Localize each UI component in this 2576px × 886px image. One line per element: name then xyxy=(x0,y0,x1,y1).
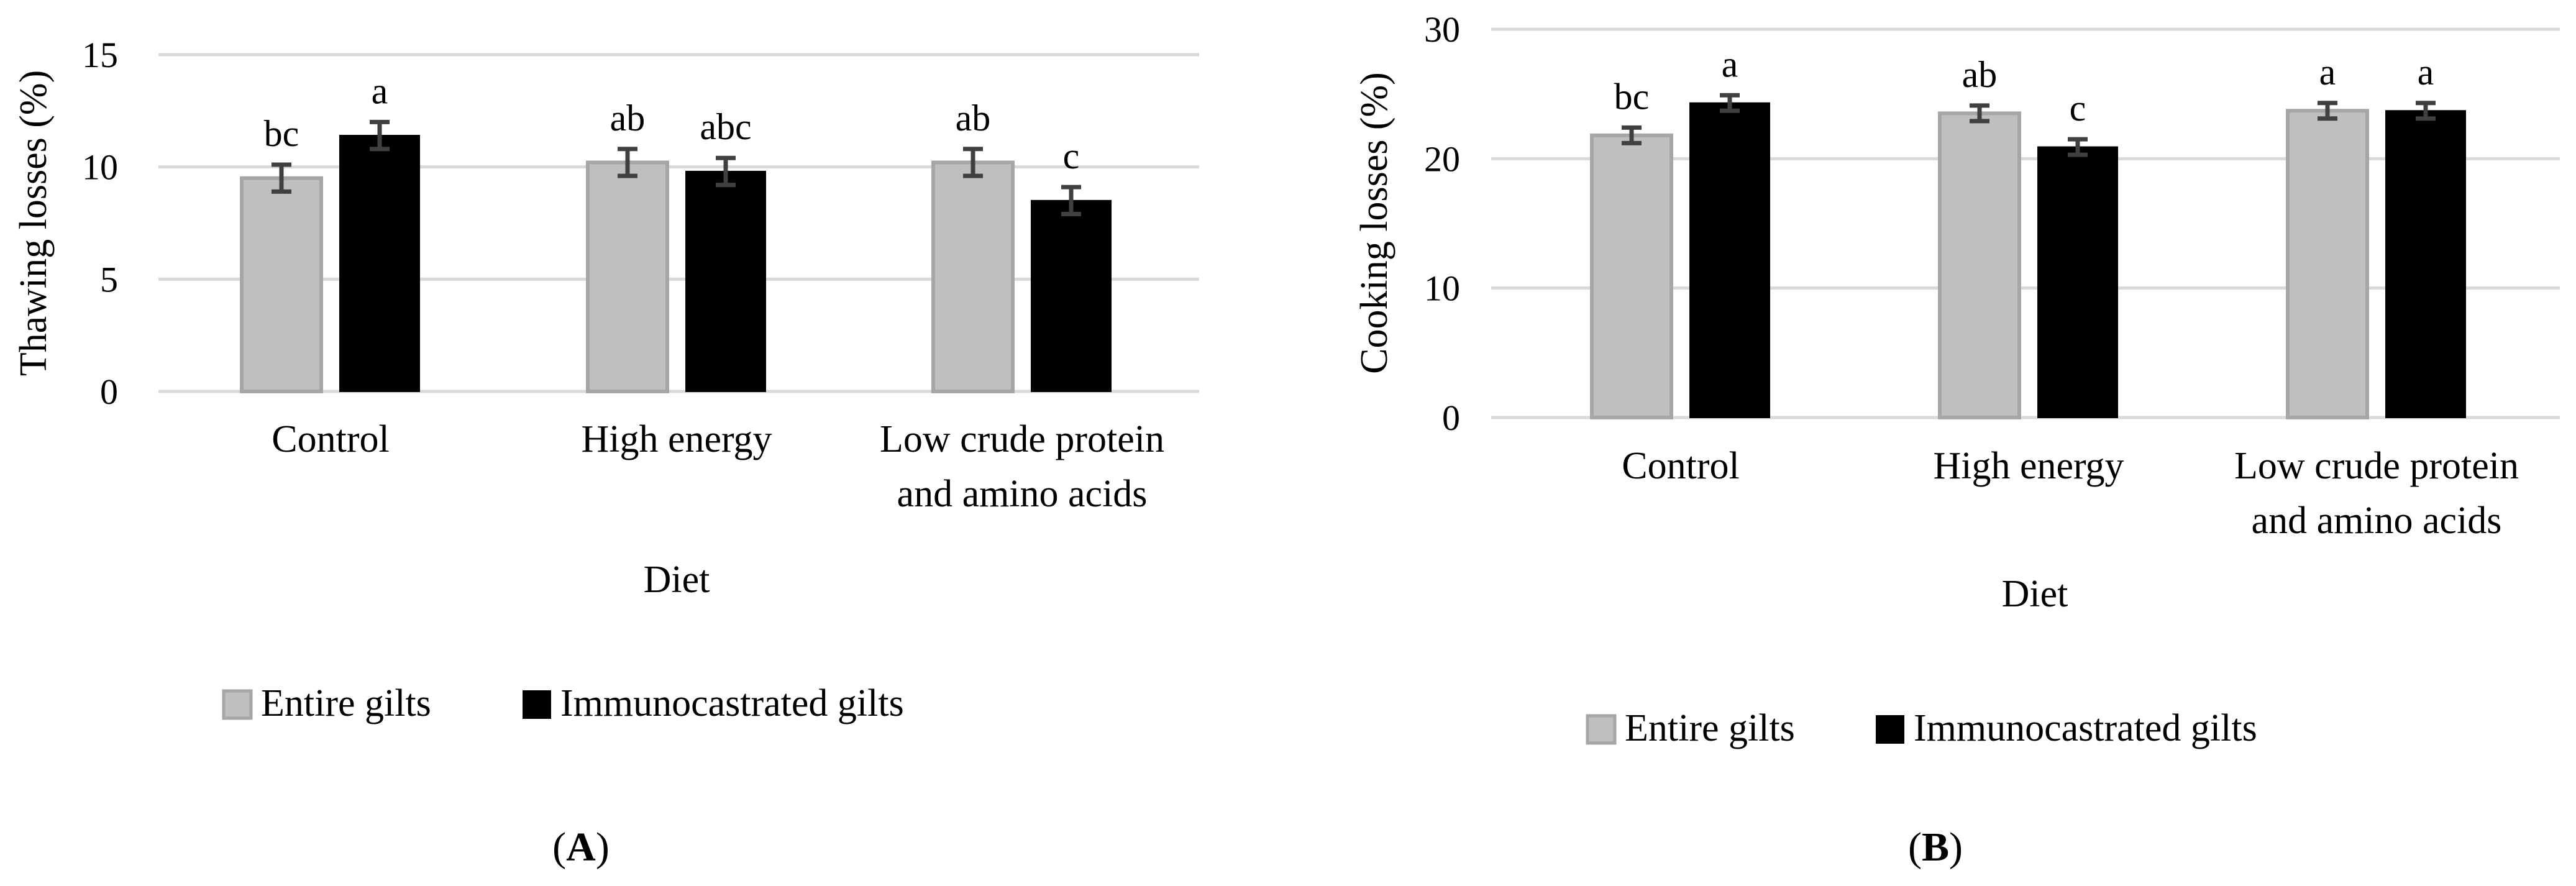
sig-letter-b-s0-c2: a xyxy=(2319,52,2336,93)
bar-a-s0-c1 xyxy=(586,160,669,393)
y-tick-label-a-1: 5 xyxy=(100,259,118,299)
bar-b-s0-c0 xyxy=(1590,133,1673,419)
sig-letter-a-s0-c2: ab xyxy=(956,98,991,139)
sig-letter-b-s1-c1: c xyxy=(2070,88,2086,129)
category-label-b-1-0: High energy xyxy=(1933,445,2124,487)
category-label-a-0-0: Control xyxy=(272,418,389,460)
bar-b-s1-c2 xyxy=(2385,110,2466,418)
y-tick-label-b-0: 0 xyxy=(1442,398,1460,438)
y-axis-title-b: Cooking losses (%) xyxy=(1353,72,1395,374)
panel-letter-b: B xyxy=(1922,824,1949,870)
panel-letter-a: A xyxy=(566,824,596,870)
category-label-a-1-0: High energy xyxy=(581,418,772,460)
sig-letter-a-s0-c0: bc xyxy=(264,113,299,154)
error-bar-b-s0-c2 xyxy=(2318,101,2337,121)
bar-b-s1-c0 xyxy=(1689,102,1770,418)
legend-swatch-a-0 xyxy=(222,689,253,720)
y-tick-label-a-3: 15 xyxy=(82,35,118,75)
category-label-b-0-0: Control xyxy=(1622,445,1739,487)
error-bar-a-s0-c2 xyxy=(963,147,983,178)
error-bar-b-s1-c0 xyxy=(1720,93,1740,113)
chart-panel-b: 0 10 20 30 Cooking losses (%) bc ab a a c a Control… xyxy=(1353,9,2560,870)
legend-swatch-b-0 xyxy=(1586,714,1617,745)
y-tick-label-b-2: 20 xyxy=(1424,139,1460,179)
y-axis-title-a: Thawing losses (%) xyxy=(12,70,55,376)
sig-letter-a-s1-c1: abc xyxy=(700,106,751,147)
x-axis-title-b: Diet xyxy=(2002,573,2068,615)
x-axis-title-a: Diet xyxy=(644,559,710,601)
legend-swatch-b-1 xyxy=(1876,715,1904,744)
bar-a-s1-c1 xyxy=(685,170,766,392)
bar-b-s1-c1 xyxy=(2037,146,2118,418)
bar-a-s1-c0 xyxy=(339,135,420,393)
category-label-b-2-0: Low crude protein xyxy=(2234,445,2519,487)
sig-letter-a-s1-c2: c xyxy=(1063,135,1080,176)
category-label-a-2-1: and amino acids xyxy=(897,473,1148,515)
error-bar-b-s1-c2 xyxy=(2416,101,2436,121)
category-label-b-2-1: and amino acids xyxy=(2252,500,2502,542)
error-bar-b-s0-c1 xyxy=(1970,103,1989,124)
sig-letter-a-s0-c1: ab xyxy=(610,98,646,139)
y-tick-label-b-3: 30 xyxy=(1424,9,1460,50)
chart-panel-a: 0 5 10 15 Thawing losses (%) bc ab ab a abc c Contr… xyxy=(12,35,1199,870)
legend-label-b-1: Immunocastrated gilts xyxy=(1914,707,2257,749)
bar-b-s0-c2 xyxy=(2286,109,2369,419)
bar-a-s0-c2 xyxy=(931,160,1015,393)
error-bar-a-s1-c0 xyxy=(370,119,390,152)
sig-letter-a-s1-c0: a xyxy=(372,70,388,111)
bar-b-s0-c1 xyxy=(1938,111,2021,420)
y-tick-label-a-2: 10 xyxy=(82,147,118,188)
sig-letter-b-s1-c2: a xyxy=(2418,52,2434,93)
error-bar-b-s1-c1 xyxy=(2068,137,2088,157)
error-bar-a-s1-c1 xyxy=(716,155,736,188)
error-bar-a-s0-c0 xyxy=(272,162,291,194)
legend-label-b-0: Entire gilts xyxy=(1625,707,1795,749)
category-label-a-2-0: Low crude protein xyxy=(880,418,1164,460)
legend-label-a-0: Entire gilts xyxy=(261,682,431,724)
sig-letter-b-s0-c1: ab xyxy=(1962,54,1998,95)
legend-label-a-1: Immunocastrated gilts xyxy=(560,682,904,724)
bar-a-s1-c2 xyxy=(1031,199,1112,392)
panel-label-b: (B) xyxy=(1908,824,1963,870)
error-bar-b-s0-c0 xyxy=(1622,125,1642,145)
y-tick-label-a-0: 0 xyxy=(100,372,118,412)
bar-a-s0-c0 xyxy=(240,176,323,393)
error-bar-a-s0-c1 xyxy=(618,147,637,178)
sig-letter-b-s1-c0: a xyxy=(1722,43,1738,84)
error-bar-a-s1-c2 xyxy=(1061,185,1081,217)
y-tick-label-b-1: 10 xyxy=(1424,268,1460,309)
legend-swatch-a-1 xyxy=(523,690,551,719)
panel-label-a: (A) xyxy=(552,824,610,870)
sig-letter-b-s0-c0: bc xyxy=(1614,76,1650,117)
